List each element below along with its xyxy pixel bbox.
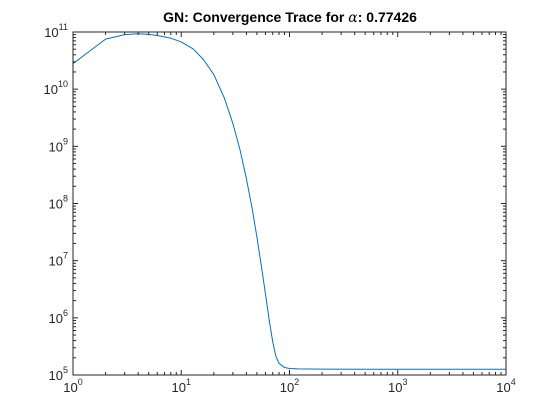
plot-area	[73, 32, 506, 375]
x-tick-label: 103	[388, 377, 407, 395]
y-tick-label: 106	[49, 308, 68, 326]
chart-title-prefix: GN: Convergence Trace for	[163, 9, 348, 25]
y-tick-label: 105	[49, 365, 68, 383]
y-tick-label: 1011	[44, 22, 68, 40]
y-tick-label: 107	[49, 251, 68, 269]
x-tick-label: 101	[172, 377, 191, 395]
axes-box	[72, 31, 507, 376]
y-tick-label: 108	[49, 194, 68, 212]
chart-title-symbol: α	[348, 10, 358, 26]
x-tick-label: 102	[280, 377, 299, 395]
chart-title: GN: Convergence Trace for α: 0.77426	[163, 9, 417, 26]
series-layer	[72, 33, 506, 370]
y-tick-label: 109	[49, 136, 68, 154]
x-tick-label: 104	[496, 377, 515, 395]
label-layer: 100 101 102 103 104 105 106 107 108 109 1010 1011	[44, 22, 516, 395]
x-tick-label: 100	[63, 377, 82, 395]
y-tick-label: 1010	[44, 79, 68, 97]
series-line	[72, 33, 506, 370]
chart-title-suffix: : 0.77426	[358, 9, 417, 25]
